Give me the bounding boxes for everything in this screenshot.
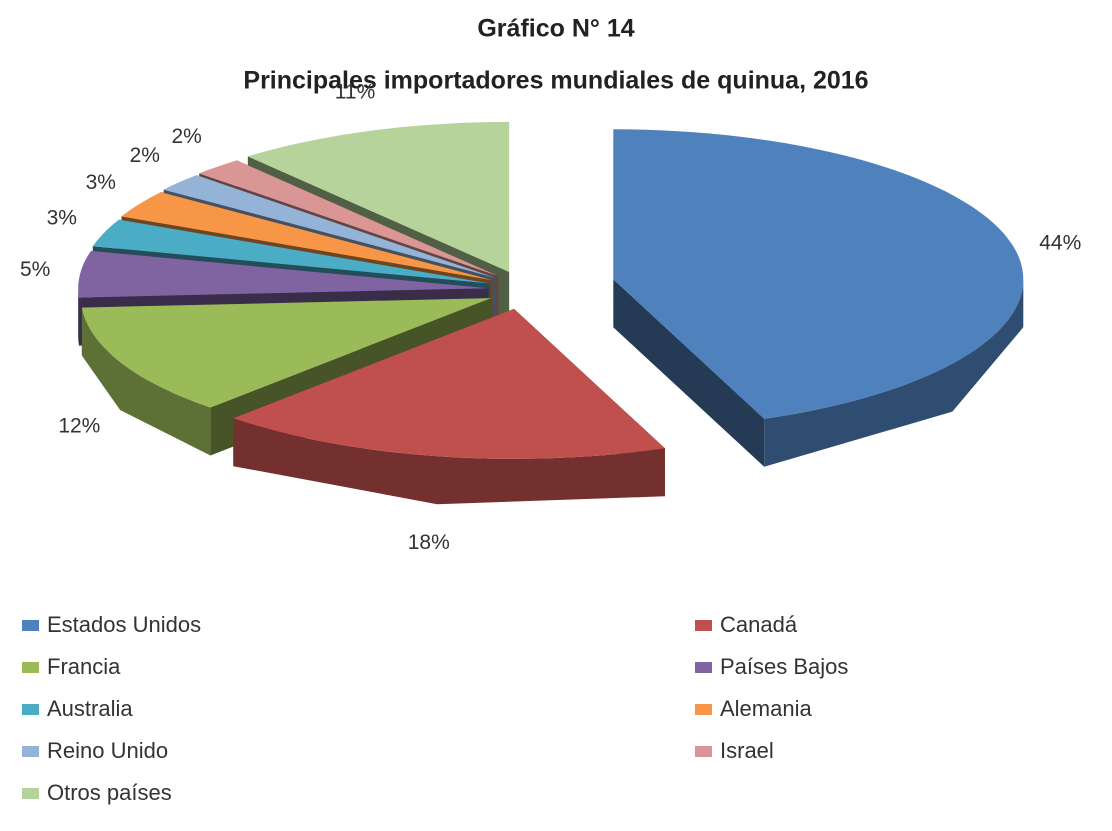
legend-label: Otros países xyxy=(47,780,172,805)
slice xyxy=(233,308,665,505)
slice-top xyxy=(78,250,489,298)
data-label: 18% xyxy=(408,531,450,554)
slice xyxy=(613,129,1024,467)
legend-label: Alemania xyxy=(720,696,812,721)
legend-swatch xyxy=(695,662,712,673)
data-label: 5% xyxy=(20,258,50,281)
legend-label: Australia xyxy=(47,696,133,721)
chart-subtitle: Principales importadores mundiales de qu… xyxy=(243,67,868,95)
data-label: 3% xyxy=(47,207,77,230)
legend-label: Canadá xyxy=(720,612,798,637)
legend-swatch xyxy=(22,788,39,799)
slice-wall xyxy=(764,279,1024,467)
data-label: 44% xyxy=(1039,231,1081,254)
slice-top xyxy=(121,192,493,281)
data-label: 11% xyxy=(335,81,375,104)
slice-wall xyxy=(233,418,665,505)
data-label: 12% xyxy=(58,415,100,438)
slice-side xyxy=(613,279,765,467)
slice-wall xyxy=(81,307,211,456)
slice-top xyxy=(247,121,510,272)
slice-top xyxy=(92,219,490,284)
slice-top xyxy=(81,298,492,408)
legend-label: Reino Unido xyxy=(47,738,168,763)
legend-swatch xyxy=(695,746,712,757)
data-label: 2% xyxy=(171,125,201,148)
legend-label: Estados Unidos xyxy=(47,612,201,637)
legend-label: Países Bajos xyxy=(720,654,848,679)
legend-swatch xyxy=(22,746,39,757)
slice-top xyxy=(613,129,1024,419)
slice-top xyxy=(199,160,499,277)
slice-wall xyxy=(78,288,79,346)
legend-swatch xyxy=(695,704,712,715)
legend-label: Israel xyxy=(720,738,774,763)
slice-top xyxy=(163,175,496,278)
slice-top xyxy=(233,308,665,459)
legend-swatch xyxy=(22,620,39,631)
legend-swatch xyxy=(22,662,39,673)
data-label: 2% xyxy=(130,144,160,167)
legend-label: Francia xyxy=(47,654,121,679)
legend-swatch xyxy=(22,704,39,715)
legend-swatch xyxy=(695,620,712,631)
data-label: 3% xyxy=(86,171,116,194)
chart-title: Gráfico N° 14 xyxy=(477,15,634,43)
